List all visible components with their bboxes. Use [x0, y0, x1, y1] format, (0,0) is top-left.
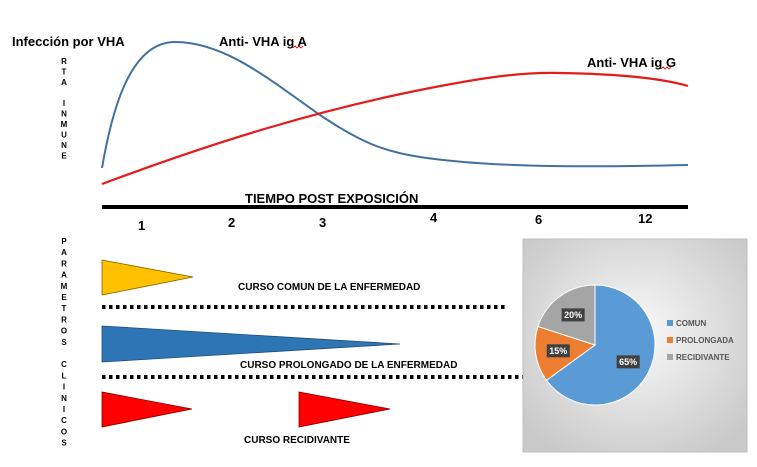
tick-label: 4 — [430, 210, 438, 225]
igg-curve — [101, 71, 689, 186]
label-course-relapsing: CURSO RECIDIVANTE — [244, 435, 350, 446]
pie-slice-comun — [545, 284, 656, 406]
tick-label: 12 — [638, 211, 652, 226]
pie-legend: COMUN PROLONGADA RECIDIVANTE — [667, 319, 734, 362]
tick-label: 3 — [319, 215, 326, 230]
pie-data-label-box — [546, 344, 570, 358]
tick-label: 1 — [138, 218, 145, 233]
pie-data-label: 65% — [619, 357, 637, 367]
legend-swatch — [667, 320, 673, 326]
triangle-relapsing-course — [101, 391, 193, 428]
legend-entry: RECIDIVANTE — [676, 353, 730, 362]
label-igg: Anti- VHA ig G — [587, 55, 676, 70]
triangle-common-course — [101, 259, 194, 296]
legend-entry: COMUN — [676, 319, 706, 328]
label-iga: Anti- VHA ig A — [219, 34, 307, 49]
pie-data-label-box — [616, 355, 640, 369]
pie-data-label: 15% — [549, 346, 567, 356]
tick-label: 2 — [228, 215, 235, 230]
pie-data-label: 20% — [564, 310, 582, 320]
pie-data-label-box — [561, 308, 585, 322]
pie-chart: 65% 15% 20% — [534, 284, 656, 406]
spell-mark-iga — [292, 45, 304, 49]
label-course-prolonged: CURSO PROLONGADO DE LA ENFERMEDAD — [240, 360, 457, 371]
triangle-relapsing-course — [298, 391, 391, 428]
tick-label: 6 — [535, 212, 542, 227]
x-axis-label: TIEMPO POST EXPOSICIÓN — [245, 191, 418, 206]
label-infection: Infección por VHA — [12, 34, 125, 49]
legend-entry: PROLONGADA — [676, 336, 734, 345]
spell-mark-igg — [660, 66, 672, 70]
triangle-prolonged-course — [101, 325, 401, 363]
legend-swatch — [667, 354, 673, 360]
legend-swatch — [667, 337, 673, 343]
label-course-common: CURSO COMUN DE LA ENFERMEDAD — [238, 282, 420, 293]
iga-curve — [101, 40, 689, 169]
